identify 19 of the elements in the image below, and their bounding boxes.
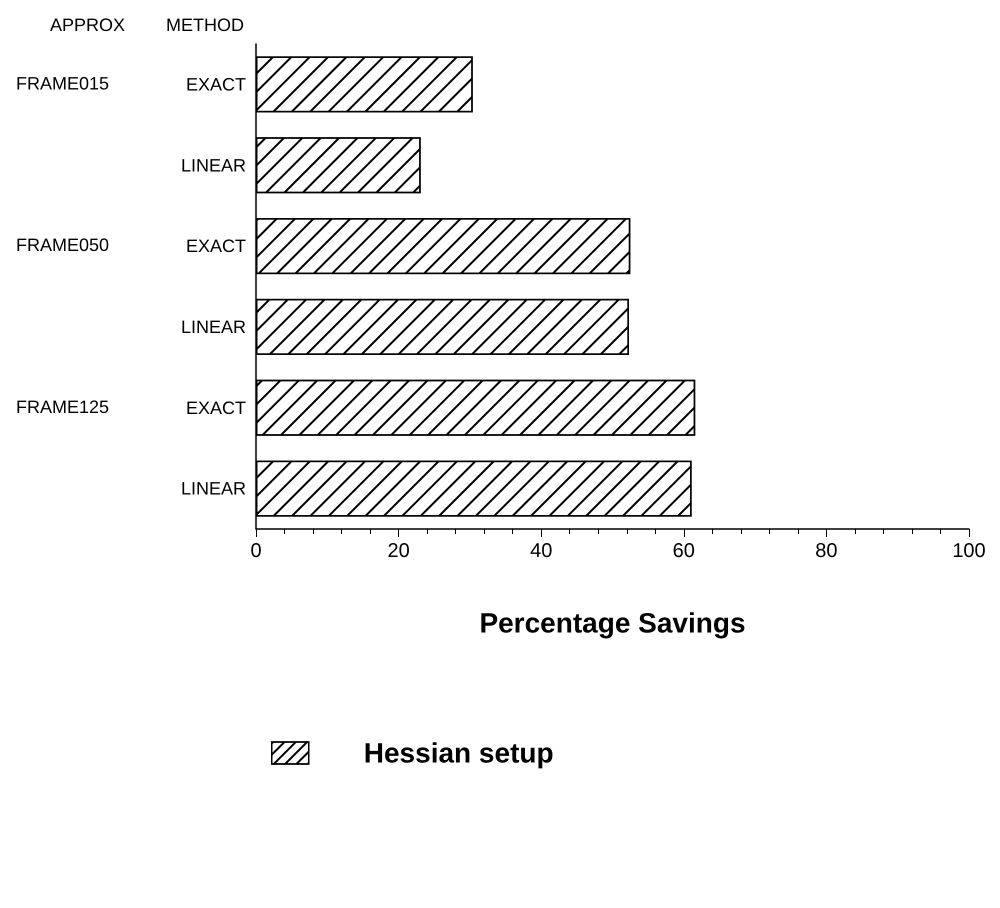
text: FRAME015	[16, 73, 110, 94]
legend-label: Hessian setup	[364, 738, 554, 768]
y-tick-label: LINEAR	[180, 478, 246, 499]
x-axis-title: Percentage Savings	[479, 608, 746, 638]
x-tick-label: 20	[387, 540, 410, 562]
x-tick-label: 40	[530, 540, 552, 562]
text: APPROX	[50, 15, 126, 35]
x-tick-label: 80	[815, 540, 838, 562]
text: FRAME125	[16, 396, 110, 417]
text: FRAME050	[16, 235, 110, 256]
y-tick-label: EXACT	[186, 74, 246, 94]
y-tick-label: EXACT	[186, 236, 246, 256]
y-tick-label: EXACT	[186, 398, 246, 418]
y-tick-label: LINEAR	[180, 316, 246, 337]
y-tick-label: LINEAR	[180, 155, 246, 176]
x-tick-label: 60	[672, 540, 695, 562]
x-tick-label: 0	[250, 540, 262, 562]
text: METHOD	[166, 15, 244, 35]
x-tick-label: 100	[952, 540, 986, 562]
